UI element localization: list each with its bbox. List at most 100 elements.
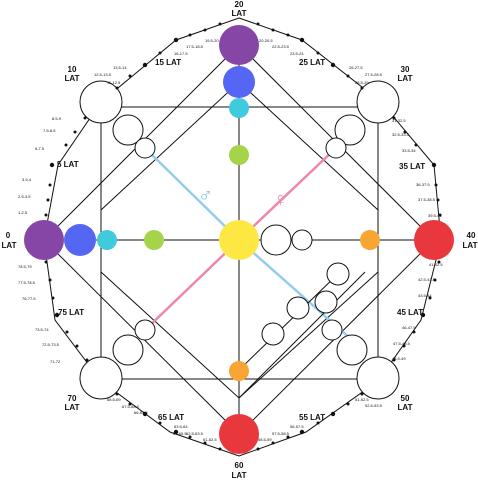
circle-ll-1[interactable] (112, 334, 144, 366)
pair-label: 64-65.5 (173, 431, 187, 436)
pair-label: 41-42.5 (429, 262, 443, 267)
pair-label: 11-12.5 (107, 80, 121, 85)
pair-label: 48.5-49 (392, 356, 406, 361)
blue-left[interactable] (64, 224, 96, 256)
pair-label: 66-67.5 (134, 410, 148, 415)
circle-center-right-2[interactable] (291, 229, 313, 251)
red-bottom[interactable] (219, 414, 259, 454)
pair-label: 57.5-58.5 (272, 431, 290, 436)
pair-label: 3.5-4 (22, 177, 32, 182)
pair-label: 77.5-78.5 (18, 280, 36, 285)
lat-65: 65 LAT (158, 413, 184, 422)
pink-diagonal-lower (144, 239, 240, 331)
pair-label: 56-57.5 (290, 424, 304, 429)
pair-label: 33.5-34 (402, 148, 416, 153)
lat-45: 45 LAT (397, 308, 423, 317)
tick-dots (44, 22, 442, 451)
channel-line-a (238, 271, 341, 371)
lat-top-left-num: 10 (68, 65, 77, 74)
pair-label: 20-20.5 (259, 38, 273, 43)
pair-label: 42.5-43.5 (418, 277, 436, 282)
circle-center-right-1[interactable] (260, 224, 292, 256)
red-right[interactable] (414, 220, 454, 260)
lat-bottom-word: LAT (232, 471, 247, 480)
pair-label: 51-52.5 (355, 397, 369, 402)
pair-label: 37.5-38.5 (418, 197, 436, 202)
purple-top[interactable] (219, 25, 259, 65)
circle-ul-1[interactable] (112, 114, 144, 146)
lat-75: 75 LAT (58, 308, 84, 317)
circle-ll-2[interactable] (134, 319, 156, 341)
male-symbol: ♂ (198, 185, 213, 207)
pair-label: 46-47.5 (402, 325, 416, 330)
pair-label: 36-37.5 (416, 182, 430, 187)
cyan-top[interactable] (229, 98, 249, 118)
pair-label: 7.5-8.5 (43, 128, 56, 133)
pair-label: 26-27.5 (349, 65, 363, 70)
pair-label: 12.5-13.5 (94, 72, 112, 77)
blue-diagonal-upper (144, 147, 240, 241)
pair-label: 58.5-59 (258, 437, 272, 442)
lat-bottom-left-num: 70 (68, 394, 77, 403)
pair-label: 31-32.5 (392, 118, 406, 123)
pair-label: 61-62.5 (203, 437, 217, 442)
lat-bottom-num: 60 (235, 461, 244, 470)
pair-label: 63.5-64 (174, 424, 188, 429)
circle-lr-2[interactable] (321, 319, 343, 341)
green-top[interactable] (229, 145, 249, 165)
lat-top-num: 20 (235, 0, 244, 9)
lat-right-word: LAT (463, 241, 478, 250)
pair-label: 76-77.5 (22, 296, 36, 301)
lat-bottom-left-word: LAT (65, 403, 80, 412)
lat-35: 35 LAT (399, 162, 425, 171)
lat-top-word: LAT (232, 9, 247, 18)
circle-ur-2[interactable] (325, 137, 347, 159)
channel-line-b (238, 271, 366, 399)
lat-55: 55 LAT (299, 413, 325, 422)
pair-label: 23.5-24 (290, 51, 304, 56)
purple-left[interactable] (24, 220, 64, 260)
green-left[interactable] (144, 230, 164, 250)
pair-label: 27.5-28.5 (365, 72, 383, 77)
pair-label: 39.5-40 (428, 213, 442, 218)
pair-label: 19.5-20 (205, 38, 219, 43)
corner-circle-bottom-right[interactable] (356, 356, 400, 400)
orange-right[interactable] (360, 230, 380, 250)
lat-top-right-num: 30 (401, 65, 410, 74)
yellow-center[interactable] (219, 220, 259, 260)
cyan-left[interactable] (97, 230, 117, 250)
circle-stair-2[interactable] (314, 290, 338, 314)
pair-label: 71-72 (50, 359, 61, 364)
pair-label: 32.5-33.5 (392, 132, 410, 137)
pair-label: 1-2.5 (18, 210, 28, 215)
corner-circle-top-right[interactable] (356, 80, 400, 124)
circle-stair-4[interactable] (261, 322, 285, 346)
pair-label: 13.5-14 (113, 65, 127, 70)
pair-label: 43.5-44 (418, 293, 432, 298)
lat-left-num: 0 (6, 231, 11, 240)
lat-25: 25 LAT (299, 58, 325, 67)
pair-label: 22.5-23.5 (272, 44, 290, 49)
circle-ur-1[interactable] (334, 114, 366, 146)
lat-15: 15 LAT (155, 58, 181, 67)
lat-right-num: 40 (467, 231, 476, 240)
corner-circle-top-left[interactable] (79, 80, 123, 124)
pair-label: 16-17.5 (174, 51, 188, 56)
circle-ul-2[interactable] (134, 137, 156, 159)
corner-circle-bottom-left[interactable] (79, 356, 123, 400)
lat-5: 5 LAT (57, 160, 79, 169)
circle-stair-3[interactable] (286, 296, 310, 320)
lat-top-left-word: LAT (65, 74, 80, 83)
pair-label: 72.5-73.5 (42, 342, 60, 347)
blue-top[interactable] (223, 66, 255, 98)
orange-bottom[interactable] (229, 361, 249, 381)
circle-lr-1[interactable] (336, 334, 368, 366)
lat-top-right-word: LAT (398, 74, 413, 83)
pair-label: 8.5-9 (52, 116, 62, 121)
female-symbol: ♀ (273, 189, 288, 211)
pink-diagonal-upper (238, 147, 337, 241)
pair-label: 73.5-74 (35, 327, 49, 332)
circle-stair-1[interactable] (326, 262, 350, 286)
